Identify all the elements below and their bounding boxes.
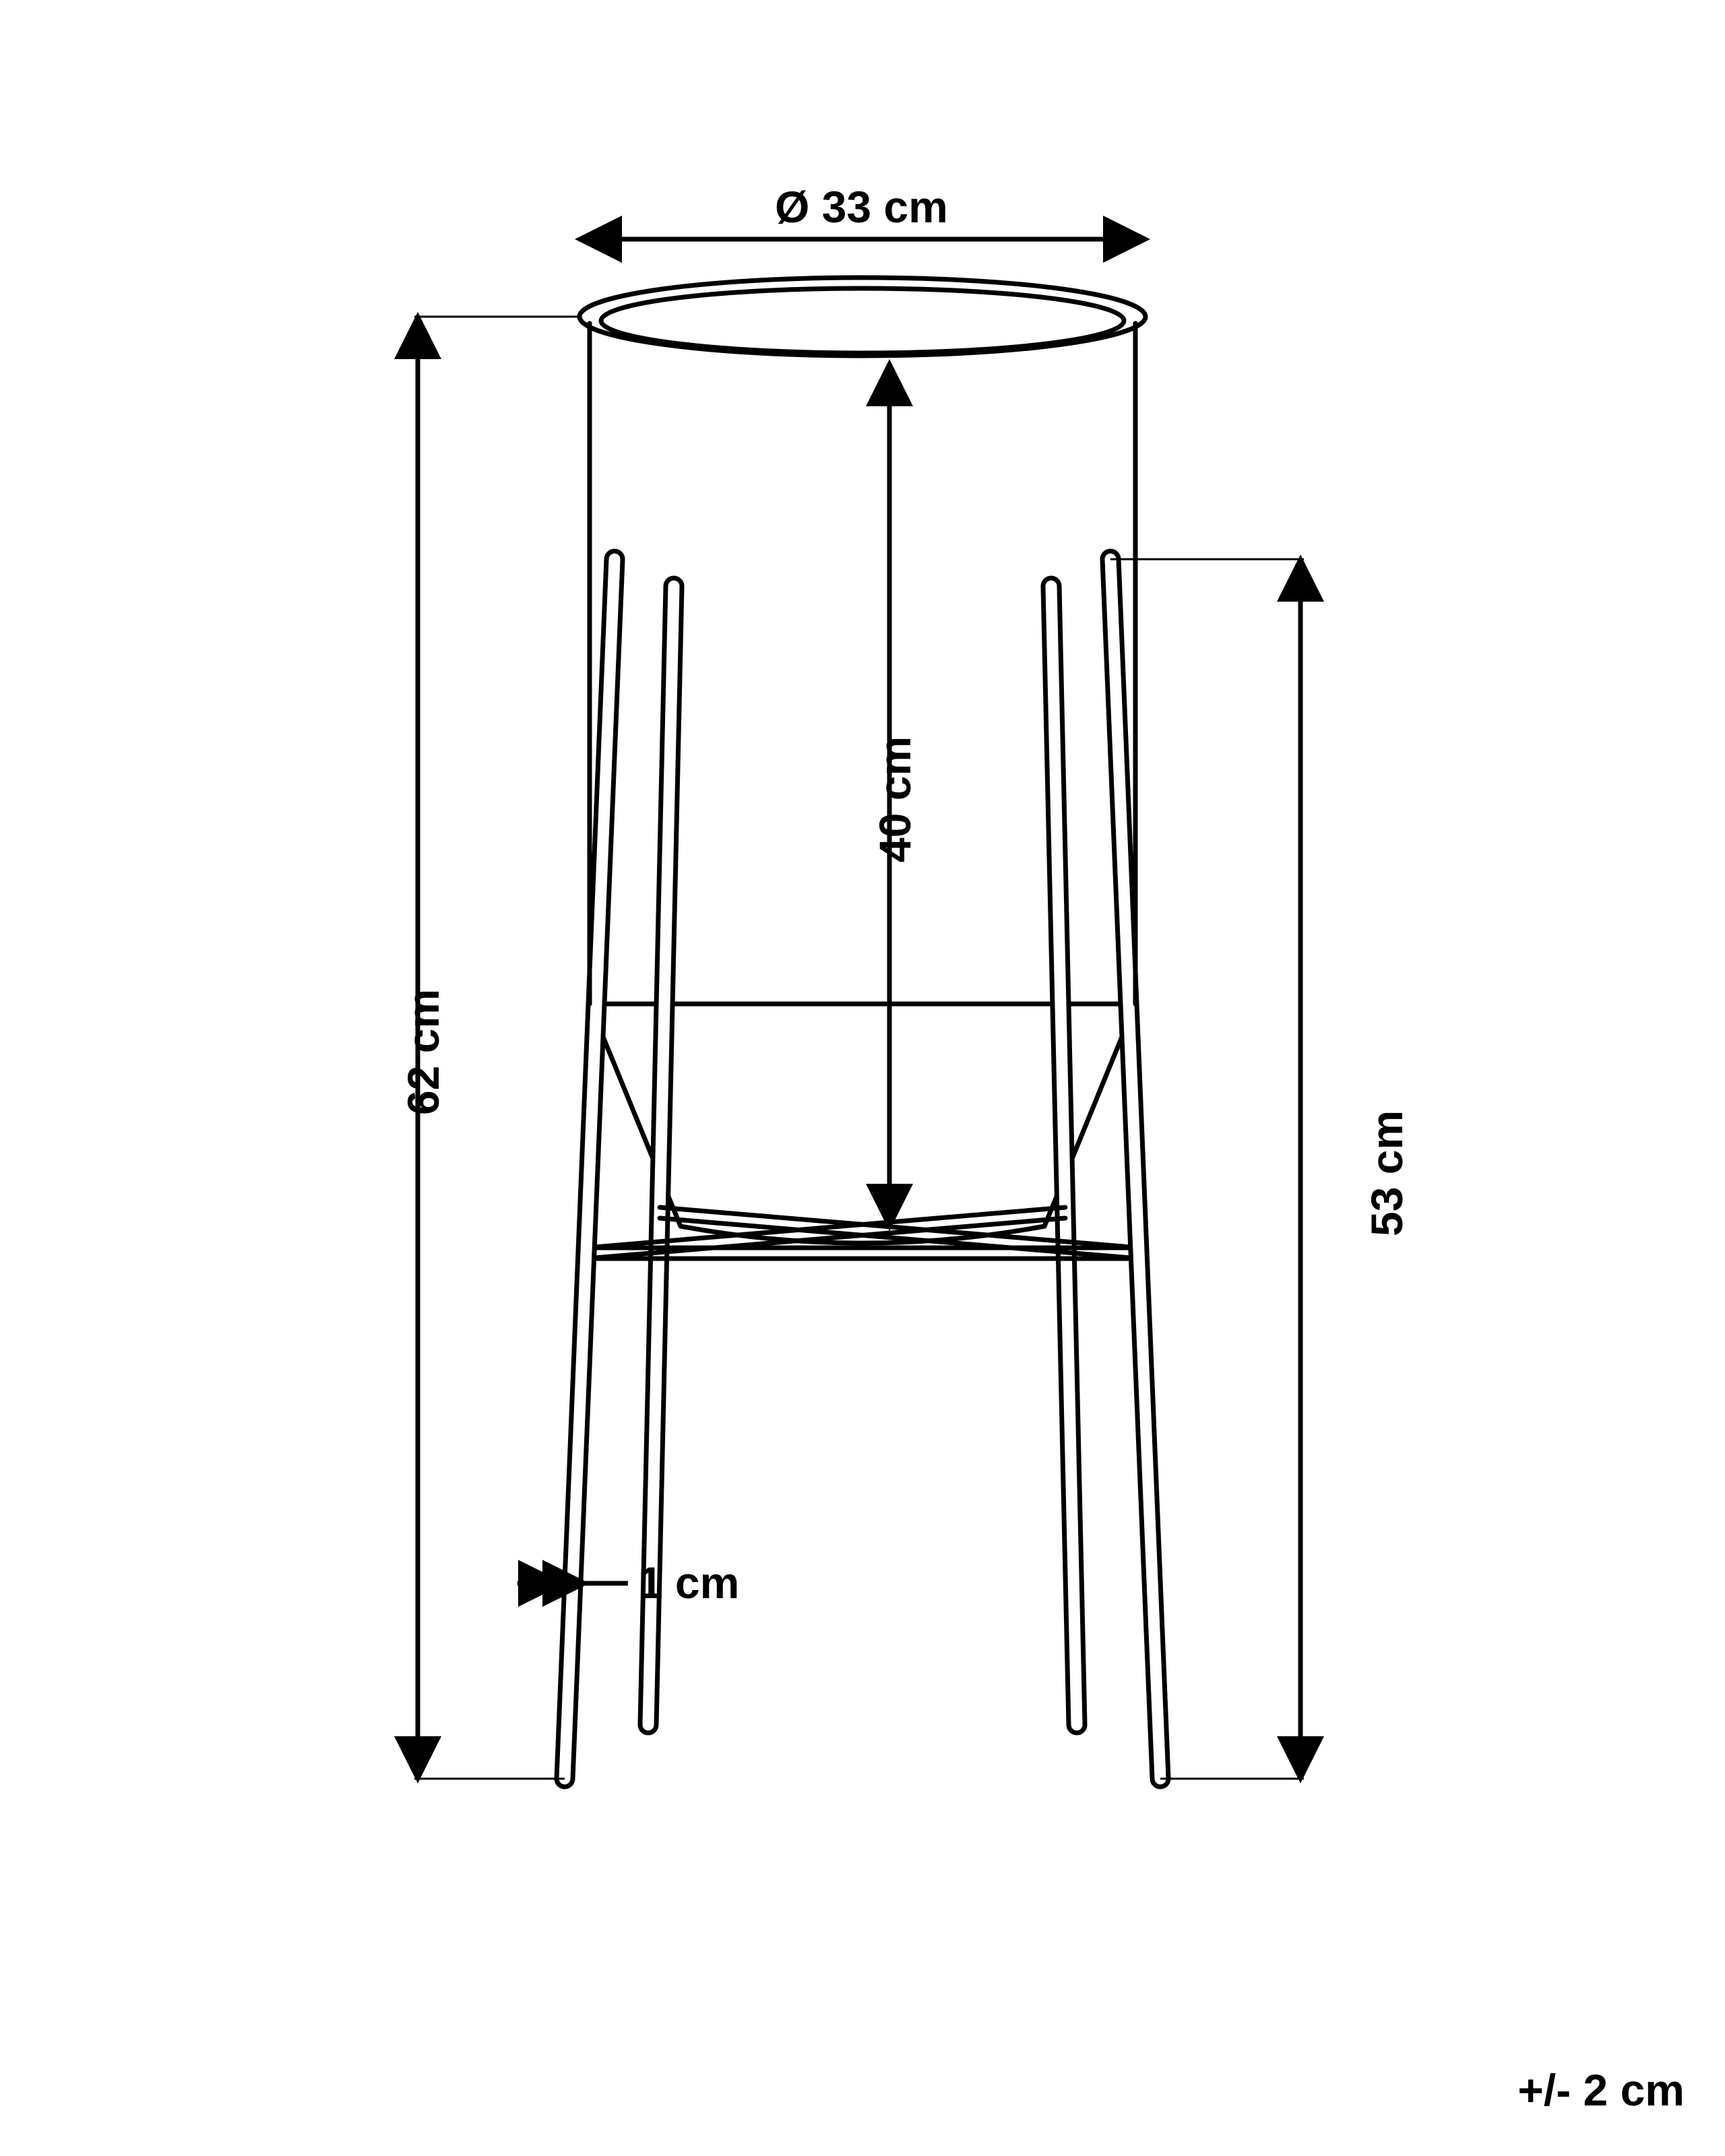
leg-thickness-label: 1 cm [638,1557,739,1608]
pot-height-label: 40 cm [869,736,920,862]
diagram-stage: Ø 33 cm 40 cm 62 cm 53 cm 1 cm +/- 2 cm [0,0,1725,2156]
technical-drawing [0,0,1725,2156]
diameter-label: Ø 33 cm [775,181,948,232]
total-height-label: 62 cm [398,989,449,1115]
stand-height-label: 53 cm [1361,1110,1412,1236]
tolerance-note: +/- 2 cm [1517,2064,1685,2116]
